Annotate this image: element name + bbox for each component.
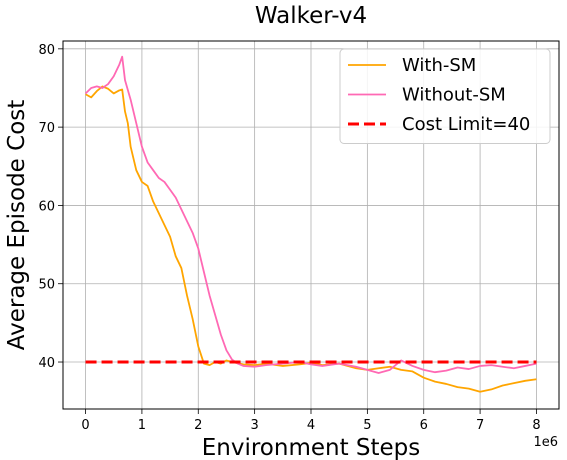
x-tick-label: 8 [532, 418, 540, 433]
y-tick-label: 60 [38, 199, 55, 214]
x-axis-label: Environment Steps [202, 435, 421, 460]
x-tick-label: 4 [307, 418, 315, 433]
y-tick-label: 50 [38, 278, 55, 293]
series-group [84, 55, 537, 393]
series-line-without-sm [84, 55, 537, 374]
legend-label: With-SM [402, 55, 476, 76]
chart-title: Walker-v4 [255, 3, 367, 29]
x-tick-label: 5 [363, 418, 371, 433]
y-tick-label: 40 [38, 356, 55, 371]
legend-box [339, 48, 551, 144]
legend-label: Cost Limit=40 [402, 114, 530, 135]
x-tick-label: 3 [250, 418, 258, 433]
legend-label: Without-SM [402, 85, 506, 106]
y-tick-label: 70 [38, 121, 55, 136]
y-axis-label: Average Episode Cost [4, 100, 30, 351]
legend: With-SM Without-SM Cost Limit=40 [339, 48, 551, 144]
y-tick-label: 80 [38, 43, 55, 58]
x-tick-label: 0 [81, 418, 89, 433]
x-tick-label: 2 [194, 418, 202, 433]
x-tick-label: 1 [138, 418, 146, 433]
x-tick-label: 7 [476, 418, 484, 433]
x-offset-label: 1e6 [533, 435, 558, 450]
x-tick-label: 6 [420, 418, 428, 433]
ticks: 0 1 2 3 4 5 6 7 8 40 50 60 70 80 [38, 43, 540, 433]
